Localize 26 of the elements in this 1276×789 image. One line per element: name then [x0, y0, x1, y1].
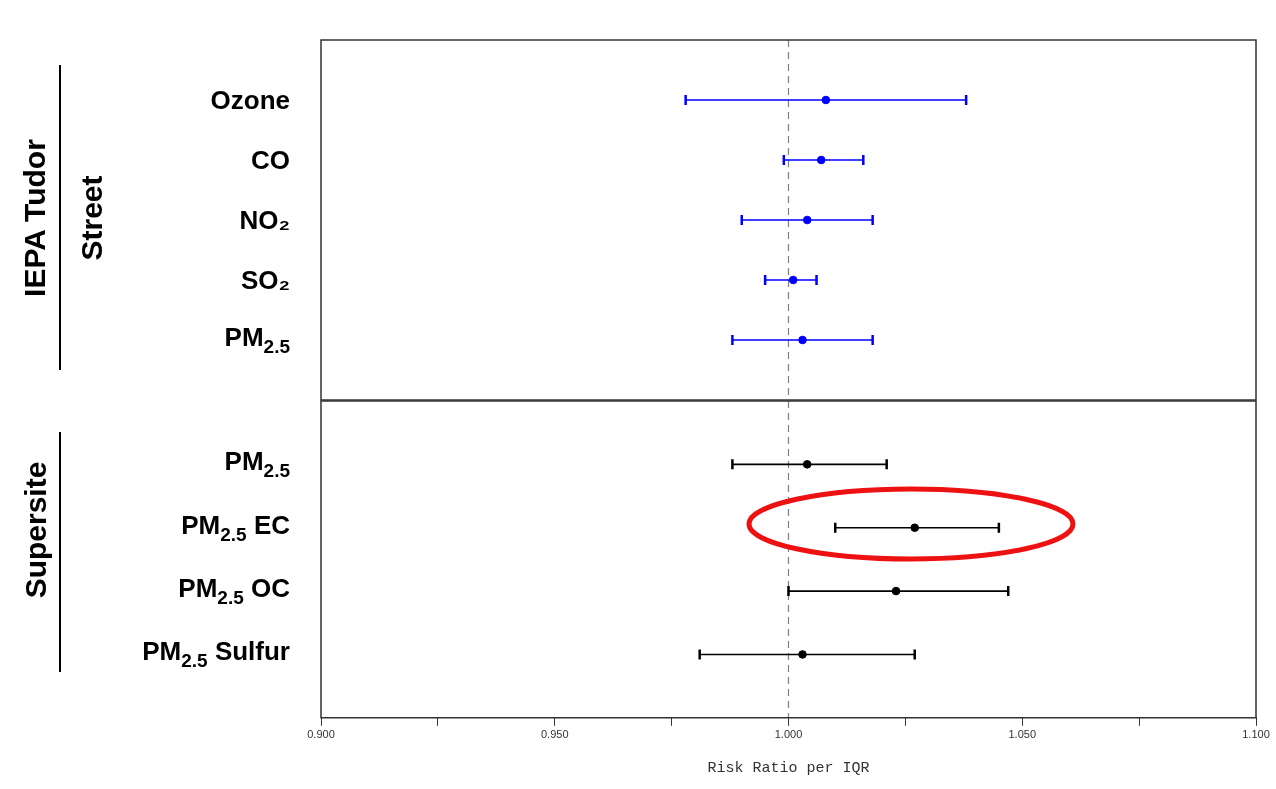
point	[802, 215, 812, 225]
y-tick-label: PM$_{2.5}$	[224, 322, 290, 358]
x-tick-label: 0.950	[540, 728, 569, 741]
point	[910, 523, 920, 533]
point	[891, 586, 901, 596]
y-tick-label: CO	[251, 144, 290, 176]
text: IEPA Tudor Street	[17, 138, 109, 299]
y-tick-label: Ozone	[210, 84, 290, 116]
point	[798, 335, 807, 345]
y-tick-label: SO₂	[240, 264, 290, 296]
point	[788, 275, 798, 285]
point	[802, 460, 812, 469]
x-axis-title: Risk Ratio per IQR	[707, 759, 870, 777]
x-tick-label: 0.900	[307, 728, 335, 741]
x-tick-label: 1.100	[1242, 728, 1270, 741]
y-tick-label: PM$_{2.5}$ EC	[181, 510, 290, 546]
y-tick-label: PM$_{2.5}$	[224, 446, 290, 482]
x-tick-label: 1.000	[774, 728, 803, 741]
y-tick-label: NO₂	[239, 204, 290, 236]
point	[798, 650, 807, 659]
point	[821, 95, 831, 105]
y-tick-label: PM$_{2.5}$ OC	[178, 573, 290, 609]
x-tick-label: 1.050	[1008, 728, 1037, 741]
point	[816, 155, 826, 165]
text: Supersite	[17, 460, 53, 601]
y-tick-label: PM$_{2.5}$ Sulfur	[142, 636, 290, 673]
